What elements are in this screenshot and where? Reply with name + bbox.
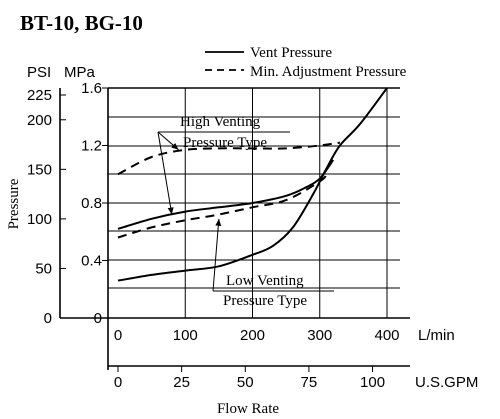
annotation-high-venting: High Venting Pressure Type xyxy=(158,114,290,151)
series-line-min-adjustment-2 xyxy=(117,173,328,239)
psi-tick-label: 100 xyxy=(27,211,52,228)
psi-tick-label: 200 xyxy=(27,112,52,129)
annotation-high-arrow xyxy=(157,131,179,151)
x-axis-title: Flow Rate xyxy=(217,401,279,417)
annotation-low-line1: Low Venting xyxy=(226,273,304,289)
lmin-tick-label: 300 xyxy=(307,327,332,344)
annotation-low-venting: Low Venting Pressure Type xyxy=(213,273,334,309)
gpm-tick-label: 25 xyxy=(173,374,190,391)
mpa-tick-label: 0.8 xyxy=(81,195,102,212)
y-axis-title: Pressure xyxy=(6,178,22,229)
psi-unit-label: PSI xyxy=(27,64,51,81)
gpm-tick-label: 75 xyxy=(301,374,318,391)
annotation-high-line1: High Venting xyxy=(180,114,261,130)
gpm-tick-label: 0 xyxy=(114,374,122,391)
annotation-low-line2: Pressure Type xyxy=(223,293,307,309)
legend-min-adjustment-pressure: Min. Adjustment Pressure xyxy=(250,64,407,80)
x-unit-lmin: L/min xyxy=(418,327,455,344)
series-layer xyxy=(117,87,388,282)
ticks-layer: 0 50 100 150 200 225 0 0.4 0.8 1.2 1.6 0 100 200 300 40… xyxy=(27,80,400,391)
chart-legend: Vent Pressure Min. Adjustment Pressure xyxy=(205,45,407,80)
series-line-min-adjustment-1 xyxy=(117,141,341,176)
annotation-low-arrow xyxy=(212,218,222,292)
mpa-tick-label: 1.6 xyxy=(81,80,102,97)
psi-tick-label: 150 xyxy=(27,161,52,178)
axes-layer xyxy=(59,87,410,370)
lmin-tick-label: 400 xyxy=(374,327,399,344)
mpa-tick-label: 1.2 xyxy=(81,138,102,155)
annotation-high-arrow xyxy=(157,131,174,215)
mpa-tick-label: 0.4 xyxy=(81,253,102,270)
legend-vent-pressure: Vent Pressure xyxy=(250,45,332,61)
psi-tick-label: 50 xyxy=(35,260,52,277)
annotation-high-line2: Pressure Type xyxy=(183,135,267,151)
psi-tick-label: 0 xyxy=(44,310,52,327)
x-unit-gpm: U.S.GPM xyxy=(415,374,478,391)
lmin-tick-label: 200 xyxy=(240,327,265,344)
series-line-vent-3 xyxy=(117,87,388,282)
psi-tick-label: 225 xyxy=(27,87,52,104)
lmin-tick-label: 0 xyxy=(114,327,122,344)
gpm-tick-label: 50 xyxy=(237,374,254,391)
series-line-vent-0 xyxy=(117,159,335,230)
annotation-arrows xyxy=(157,131,222,292)
mpa-tick-label: 0 xyxy=(94,310,102,327)
gpm-tick-label: 100 xyxy=(360,374,385,391)
mpa-unit-label: MPa xyxy=(64,64,96,81)
chart-title: BT-10, BG-10 xyxy=(20,11,143,35)
lmin-tick-label: 100 xyxy=(173,327,198,344)
